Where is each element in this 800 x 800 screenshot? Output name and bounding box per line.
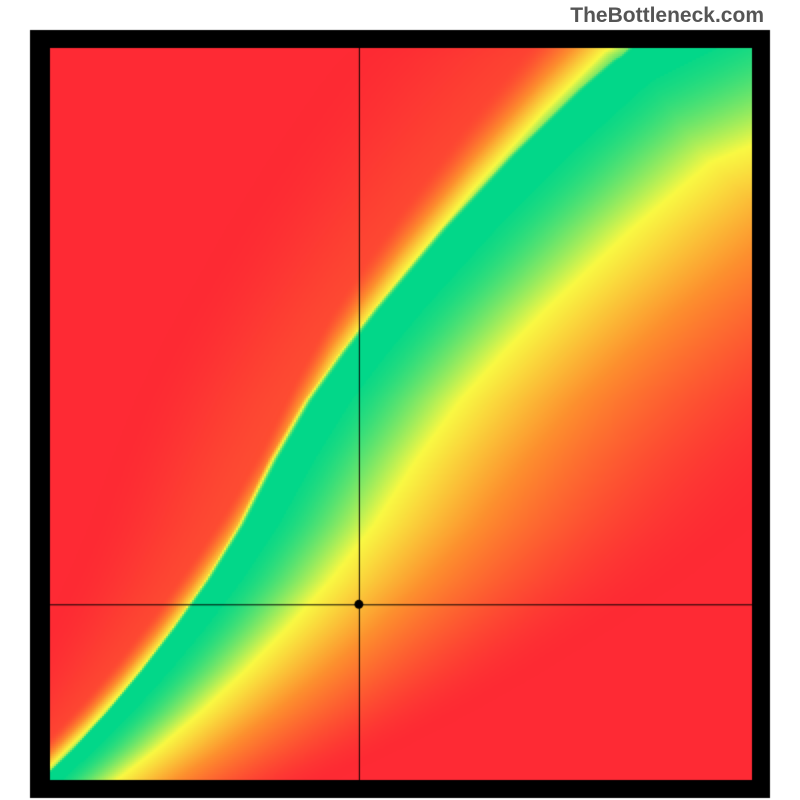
bottleneck-heatmap [0,0,800,800]
chart-container: TheBottleneck.com [0,0,800,800]
watermark-text: TheBottleneck.com [570,4,764,28]
